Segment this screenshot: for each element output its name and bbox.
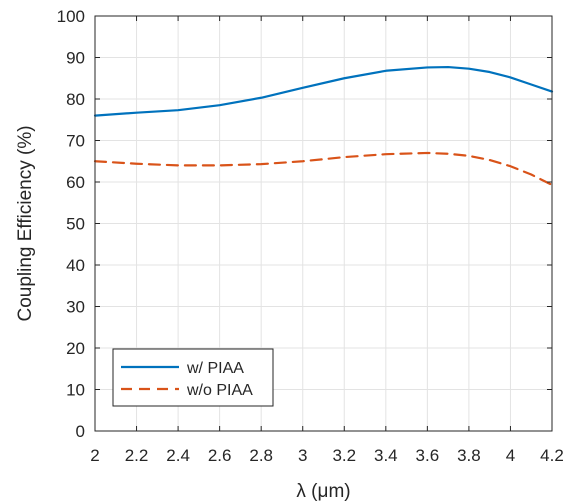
x-tick-label: 3.4 <box>374 446 398 465</box>
x-axis-label: λ (μm) <box>296 481 350 502</box>
y-tick-label: 10 <box>66 381 85 400</box>
x-tick-label: 3.2 <box>332 446 356 465</box>
y-tick-label: 60 <box>66 173 85 192</box>
legend-box <box>112 348 274 407</box>
series-line-w-piaa <box>93 65 554 117</box>
x-tick-label: 2.8 <box>249 446 273 465</box>
legend-label-w-piaa: w/ PIAA <box>186 360 244 377</box>
axes: 2 2.2 2.4 2.6 2.8 3 3.2 3.4 3.6 3.8 4 4.2 0 10 20 30 40 5… <box>57 7 564 465</box>
x-tick-label: 2.2 <box>125 446 149 465</box>
y-tick-label: 30 <box>66 298 85 317</box>
series-lines <box>93 65 554 187</box>
y-tick-label: 50 <box>66 215 85 234</box>
y-tick-label: 100 <box>57 7 85 26</box>
x-tick-label: 3 <box>298 446 307 465</box>
x-tick-label: 2.4 <box>166 446 190 465</box>
x-tick-label: 3.6 <box>416 446 440 465</box>
x-tick-label: 4 <box>506 446 515 465</box>
x-tick-label: 2.6 <box>208 446 232 465</box>
y-tick-label: 70 <box>66 132 85 151</box>
legend-label-wo-piaa: w/o PIAA <box>186 382 253 399</box>
y-tick-label: 90 <box>66 49 85 68</box>
y-axis-label: Coupling Efficiency (%) <box>15 125 36 321</box>
y-tick-label: 0 <box>76 422 85 441</box>
y-tick-label: 40 <box>66 256 85 275</box>
x-tick-label: 4.2 <box>540 446 564 465</box>
x-tick-label: 3.8 <box>457 446 481 465</box>
series-line-w-o-piaa <box>93 151 554 187</box>
y-tick-label: 20 <box>66 339 85 358</box>
x-tick-label: 2 <box>90 446 99 465</box>
legend: w/ PIAA w/o PIAA <box>112 348 274 407</box>
y-tick-label: 80 <box>66 90 85 109</box>
